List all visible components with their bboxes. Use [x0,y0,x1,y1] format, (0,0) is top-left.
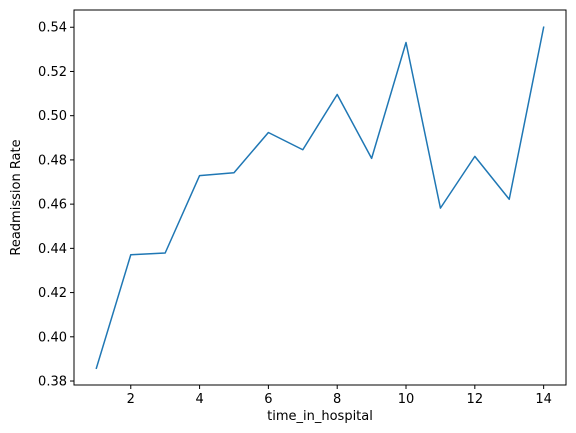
y-tick-label: 0.40 [38,330,67,345]
y-tick-label: 0.38 [38,375,67,390]
x-tick-label: 2 [127,392,135,407]
series-line [95,26,545,370]
y-tick-label: 0.50 [38,109,67,124]
y-axis-label: Readmission Rate [9,139,24,255]
x-axis-label: time_in_hospital [267,409,373,424]
x-tick-label: 14 [535,392,552,407]
x-tick-label: 4 [195,392,203,407]
x-tick-label: 8 [333,392,341,407]
y-tick-label: 0.52 [38,65,67,80]
y-tick-label: 0.48 [38,153,67,168]
y-tick-label: 0.42 [38,286,67,301]
plot-frame [73,9,567,386]
y-tick-label: 0.54 [38,21,67,36]
y-axis-ticks: 0.38 0.40 0.42 0.44 0.46 0.48 0.50 0.52 0.54 [38,21,74,390]
y-tick-label: 0.46 [38,198,67,213]
y-tick-label: 0.44 [38,242,67,257]
data-points [96,27,543,368]
x-tick-label: 10 [398,392,415,407]
x-tick-label: 12 [467,392,484,407]
x-tick-label: 6 [264,392,272,407]
x-axis-ticks: 2 4 6 8 10 12 14 [127,385,552,407]
